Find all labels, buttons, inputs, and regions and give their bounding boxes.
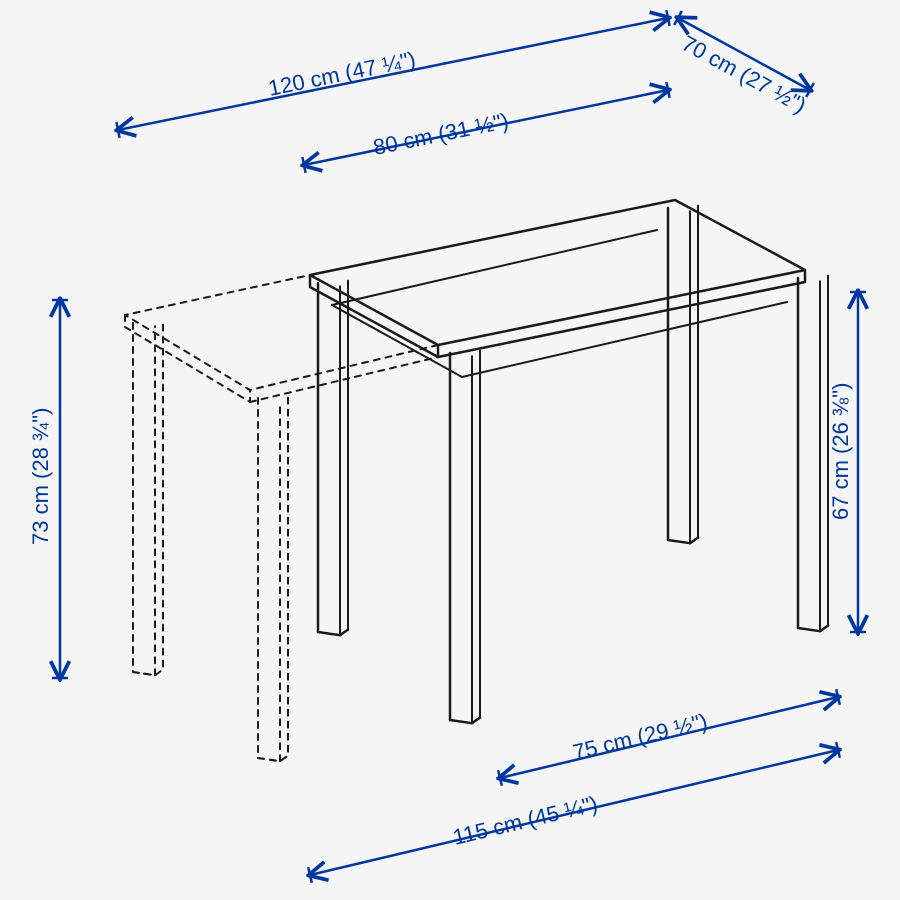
table-drawing — [125, 200, 828, 761]
dimension-height_right: 67 cm (26 ⅜") — [828, 292, 866, 632]
dimension-label-base_main: 75 cm (29 ½") — [570, 708, 709, 764]
dimension-label-height_right: 67 cm (26 ⅜") — [828, 383, 853, 520]
dimension-width_ext: 120 cm (47 ¼") — [116, 10, 669, 138]
dimension-base_main: 75 cm (29 ½") — [498, 689, 840, 786]
dimension-label-height_left: 73 cm (28 ¾") — [28, 408, 53, 545]
dimension-depth_top: 70 cm (27 ½") — [674, 11, 814, 118]
dimension-label-width_main: 80 cm (31 ½") — [371, 108, 511, 160]
dimension-width_main: 80 cm (31 ½") — [302, 82, 669, 173]
dimension-base_ext: 115 cm (45 ¼") — [308, 742, 840, 883]
dimension-label-width_ext: 120 cm (47 ¼") — [266, 47, 418, 101]
dimension-height_left: 73 cm (28 ¾") — [28, 300, 68, 678]
dimension-lines: 120 cm (47 ¼") 80 cm (31 ½") 70 cm (27 ½")… — [28, 10, 866, 883]
dimension-label-base_ext: 115 cm (45 ¼") — [450, 791, 600, 850]
dimension-diagram: 120 cm (47 ¼") 80 cm (31 ½") 70 cm (27 ½")… — [0, 0, 900, 900]
dimension-label-depth_top: 70 cm (27 ½") — [678, 30, 811, 118]
